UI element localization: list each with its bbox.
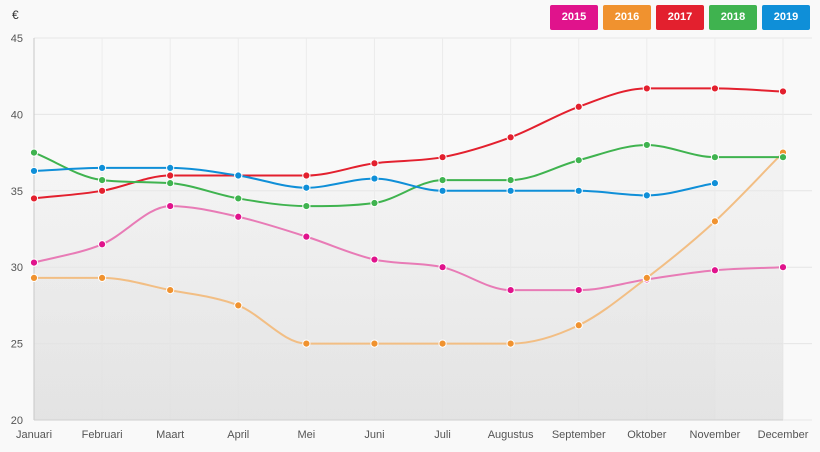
series-lines — [33, 87, 784, 345]
x-tick-label: Mei — [297, 429, 315, 441]
data-point-2015 — [506, 286, 515, 295]
data-point-2018 — [778, 153, 788, 162]
data-point-2016 — [438, 339, 447, 348]
series-line-2017 — [33, 87, 784, 200]
data-point-2017 — [166, 171, 175, 180]
legend-item-2017[interactable]: 2017 — [656, 5, 704, 30]
legend-item-2015[interactable]: 2015 — [550, 5, 598, 30]
data-point-2019 — [642, 191, 651, 200]
data-point-2016 — [574, 321, 583, 330]
data-point-2016 — [710, 217, 720, 226]
x-tick-label: Juni — [364, 429, 384, 441]
x-tick-label: Oktober — [627, 429, 666, 441]
data-point-2019 — [710, 179, 720, 188]
data-point-2017 — [574, 102, 583, 111]
x-tick-label: Augustus — [488, 429, 534, 441]
data-point-2018 — [370, 198, 379, 208]
data-point-2018 — [29, 148, 39, 157]
data-point-2019 — [234, 171, 243, 180]
x-tick-label: December — [758, 429, 809, 441]
x-tick-label: April — [227, 429, 249, 441]
x-tick-label: Januari — [16, 429, 52, 441]
data-point-2015 — [778, 263, 788, 272]
data-point-2017 — [370, 159, 379, 168]
x-tick-label: Juli — [434, 429, 451, 441]
y-tick-label: 35 — [11, 186, 23, 198]
data-point-2017 — [506, 133, 515, 142]
data-point-2015 — [29, 258, 39, 267]
data-point-2018 — [97, 176, 107, 185]
data-point-2019 — [29, 166, 39, 176]
y-tick-label: 25 — [11, 339, 23, 351]
series-line-2018 — [33, 143, 783, 208]
data-point-2015 — [438, 263, 447, 272]
data-point-2019 — [574, 186, 583, 195]
y-tick-label: 20 — [11, 415, 23, 427]
data-point-2017 — [29, 194, 39, 203]
data-point-2018 — [438, 176, 447, 185]
data-point-2017 — [438, 153, 447, 162]
y-axis-unit-label: € — [12, 8, 19, 22]
area-layer — [34, 88, 783, 421]
data-point-2017 — [97, 186, 107, 195]
data-point-2019 — [438, 186, 447, 195]
data-point-2015 — [234, 212, 243, 221]
x-tick-label: November — [690, 429, 741, 441]
data-point-2019 — [302, 183, 311, 192]
legend-item-2019[interactable]: 2019 — [762, 5, 810, 30]
data-point-2015 — [710, 266, 720, 275]
data-point-2017 — [302, 171, 311, 180]
data-point-2019 — [97, 163, 107, 172]
legend: 2015 2016 2017 2018 2019 — [550, 5, 810, 30]
y-tick-label: 30 — [11, 262, 23, 274]
data-point-2016 — [642, 273, 651, 282]
y-tick-label: 45 — [11, 33, 23, 45]
data-point-2015 — [97, 240, 107, 249]
data-point-2018 — [574, 156, 583, 165]
data-point-2015 — [166, 201, 175, 211]
data-point-2018 — [234, 194, 243, 203]
axes: 20 25 30 35 40 45 Januari Februari Maart April Mei… — [11, 33, 809, 441]
x-tick-label: Maart — [156, 429, 184, 441]
data-point-2016 — [302, 339, 311, 348]
data-point-2016 — [97, 273, 107, 282]
data-point-2018 — [642, 140, 651, 150]
x-tick-label: September — [552, 429, 606, 441]
series-area-2019 — [34, 167, 715, 420]
data-point-2015 — [302, 232, 311, 241]
data-point-2016 — [506, 339, 515, 348]
y-tick-label: 40 — [11, 109, 23, 121]
data-point-2018 — [710, 153, 720, 162]
data-point-2018 — [506, 176, 515, 185]
data-point-2015 — [370, 255, 379, 264]
data-point-2018 — [302, 201, 311, 211]
data-point-2016 — [29, 273, 39, 282]
data-point-2016 — [370, 339, 379, 348]
data-point-2019 — [370, 174, 379, 183]
x-tick-label: Februari — [82, 429, 123, 441]
data-point-2017 — [710, 84, 720, 93]
data-point-2017 — [642, 84, 651, 93]
data-point-2016 — [166, 286, 175, 295]
data-point-2019 — [506, 186, 515, 195]
data-point-2015 — [574, 286, 583, 295]
data-point-2017 — [778, 87, 788, 96]
data-point-2016 — [234, 301, 243, 310]
series-points — [29, 84, 788, 348]
series-line-2015 — [33, 205, 784, 292]
data-point-2018 — [166, 179, 175, 188]
legend-item-2018[interactable]: 2018 — [709, 5, 757, 30]
data-point-2019 — [166, 163, 175, 172]
legend-item-2016[interactable]: 2016 — [603, 5, 651, 30]
